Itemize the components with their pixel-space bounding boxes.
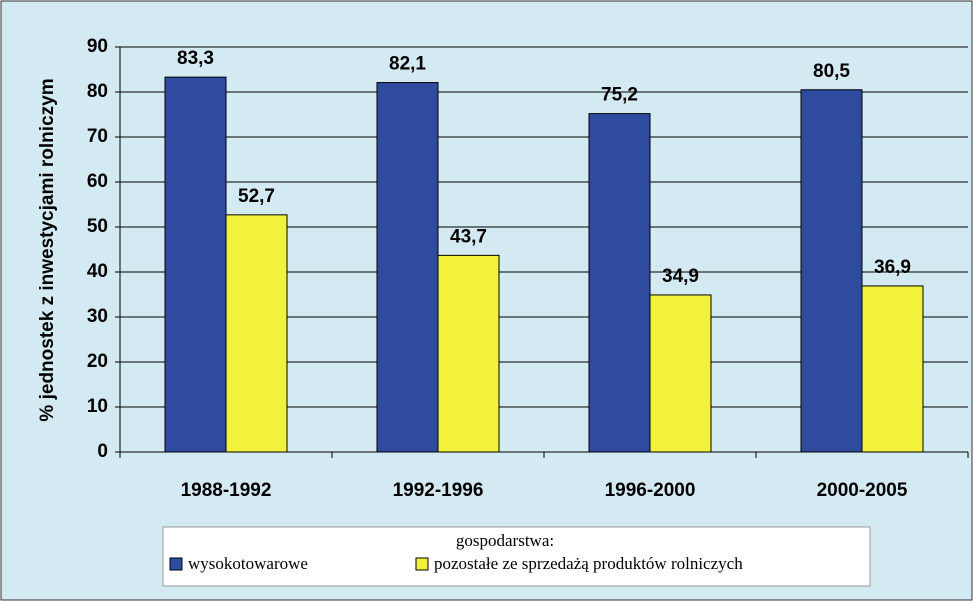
- bar: [164, 76, 227, 453]
- y-tick-label: 30: [87, 306, 108, 327]
- y-tick-label: 80: [87, 81, 108, 102]
- data-label: 43,7: [450, 226, 487, 247]
- data-label: 36,9: [874, 257, 911, 278]
- bar: [437, 254, 500, 453]
- bar: [376, 82, 439, 453]
- y-tick-label: 20: [87, 351, 108, 372]
- x-tick-label: 2000-2005: [817, 480, 908, 501]
- data-label: 82,1: [389, 54, 426, 75]
- legend-title: gospodarstwa:: [456, 531, 554, 550]
- bar: [649, 294, 712, 453]
- data-label: 83,3: [177, 48, 214, 69]
- legend-label: wysokotowarowe: [188, 554, 308, 573]
- x-tick-label: 1992-1996: [393, 480, 484, 501]
- data-label: 75,2: [601, 85, 638, 106]
- y-axis-label: % jednostek z inwestycjami rolniczym: [37, 78, 58, 421]
- y-tick-label: 10: [87, 396, 108, 417]
- legend-swatch: [415, 557, 429, 571]
- x-tick-label: 1988-1992: [181, 480, 272, 501]
- data-label: 34,9: [662, 266, 699, 287]
- legend-label: pozostałe ze sprzedażą produktów rolnicz…: [434, 554, 743, 573]
- y-tick-label: 60: [87, 171, 108, 192]
- data-label: 80,5: [813, 61, 850, 82]
- bar: [861, 285, 924, 453]
- bar: [800, 89, 863, 453]
- legend-swatch: [169, 557, 183, 571]
- y-tick-label: 70: [87, 126, 108, 147]
- legend: [162, 526, 871, 587]
- y-tick-label: 90: [87, 36, 108, 57]
- y-tick-label: 0: [97, 441, 108, 462]
- y-tick-label: 50: [87, 216, 108, 237]
- bar: [225, 214, 288, 453]
- y-tick-label: 40: [87, 261, 108, 282]
- x-tick-label: 1996-2000: [605, 480, 696, 501]
- data-label: 52,7: [238, 186, 275, 207]
- bar: [588, 113, 651, 453]
